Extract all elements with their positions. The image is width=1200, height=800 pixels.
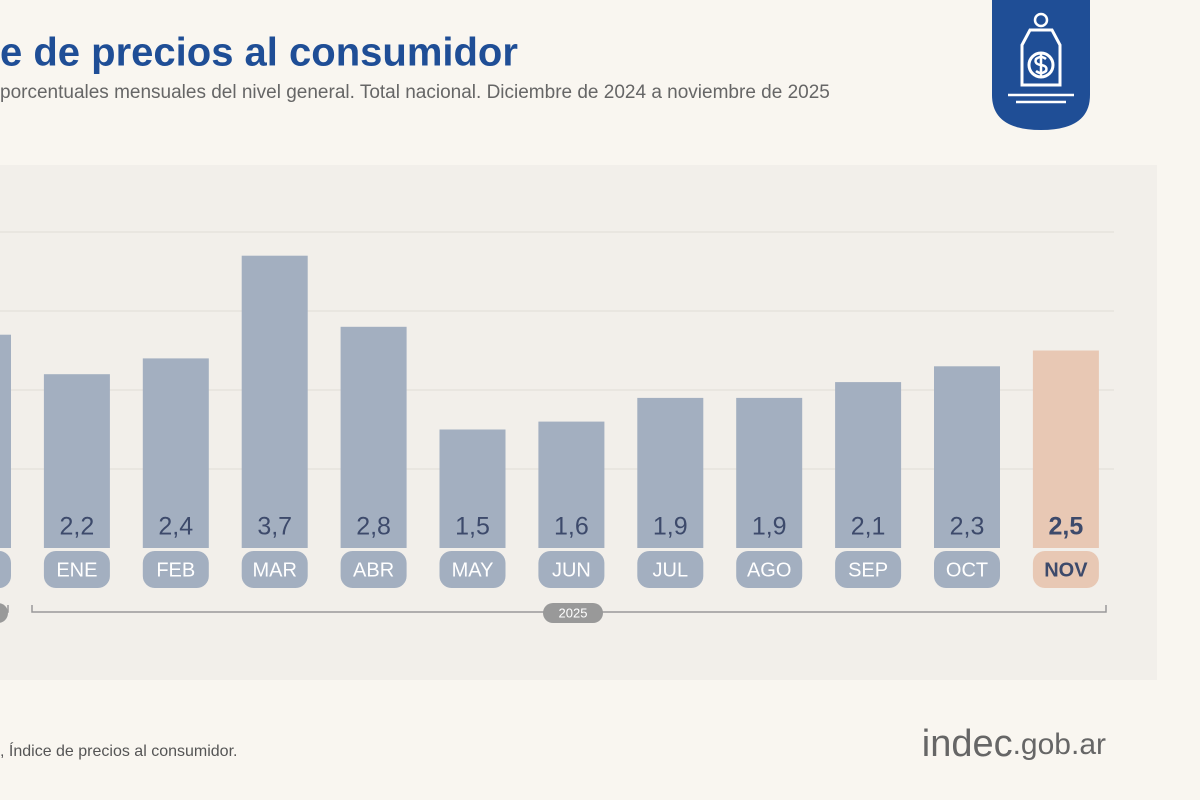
value-label: 2,2 (60, 513, 95, 541)
x-tick-label: ABR (353, 559, 394, 581)
x-tick-label: ENE (56, 559, 97, 581)
x-tick-label: OCT (946, 559, 988, 581)
x-tick-label: FEB (156, 559, 195, 581)
bar (736, 397, 803, 548)
bar (835, 382, 902, 548)
category-pill (43, 551, 110, 588)
category-pill (934, 551, 1000, 588)
category-pill (637, 551, 704, 588)
x-tick-label: NOV (1044, 559, 1088, 581)
value-label: 2,3 (950, 513, 985, 541)
value-label: 1,9 (752, 513, 787, 541)
bar (43, 374, 110, 548)
logo: indec.gob.ar (922, 723, 1106, 765)
value-label: 1,5 (455, 513, 490, 541)
chart-title: e de precios al consumidor (0, 31, 518, 75)
bar (439, 429, 506, 548)
bar (1032, 350, 1099, 548)
chart-subtitle: porcentuales mensuales del nivel general… (0, 82, 830, 103)
x-tick-label: MAY (452, 559, 494, 581)
category-pill (835, 551, 902, 588)
bar (142, 358, 209, 548)
category-pill (736, 551, 803, 588)
category-pill (0, 551, 11, 588)
category-pill (142, 551, 209, 588)
value-label: 1,6 (554, 513, 589, 541)
value-label: 2,8 (356, 513, 391, 541)
value-label: 2,1 (851, 513, 886, 541)
year-label: 2025 (559, 605, 588, 620)
value-label: 2,5 (1049, 513, 1084, 541)
bar (637, 397, 704, 548)
x-tick-label: SEP (848, 559, 888, 581)
bar (538, 421, 605, 548)
bar (340, 326, 407, 548)
bar (0, 334, 11, 548)
x-tick-label: JUN (552, 559, 591, 581)
value-label: 2,4 (158, 513, 193, 541)
value-label: 1,9 (653, 513, 688, 541)
year-bracket (0, 603, 1107, 623)
icon-badge (992, 0, 1090, 130)
category-pill (340, 551, 407, 588)
category-pill (241, 551, 308, 588)
x-tick-label: MAR (252, 559, 296, 581)
category-pill (439, 551, 506, 588)
x-tick-label: AGO (747, 559, 791, 581)
category-pill (538, 551, 605, 588)
footnote: , Índice de precios al consumidor. (0, 741, 237, 760)
logo-main: indec (922, 723, 1013, 765)
x-tick-label: JUL (653, 559, 689, 581)
category-pill (1032, 551, 1099, 588)
logo-suffix: .gob.ar (1013, 728, 1106, 761)
value-label: 3,7 (257, 513, 292, 541)
bar (241, 255, 308, 548)
bar (934, 366, 1000, 548)
